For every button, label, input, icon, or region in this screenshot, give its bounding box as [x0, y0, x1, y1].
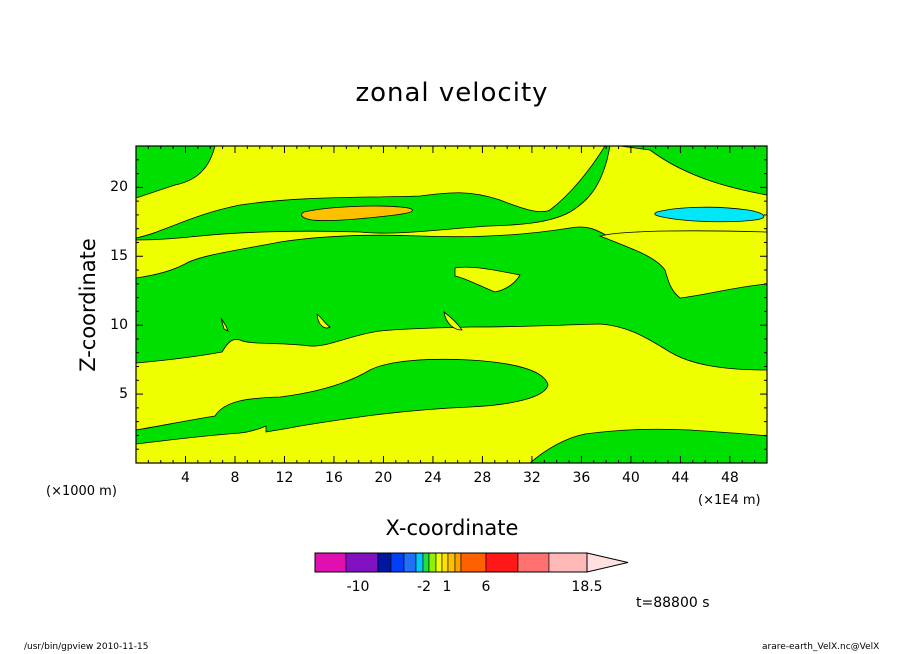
colorbar-cell	[454, 552, 462, 573]
time-label: t=88800 s	[636, 595, 710, 611]
negative-band-upper	[136, 146, 767, 241]
colorbar	[314, 552, 629, 573]
negative-region-bottom-right	[529, 428, 767, 463]
x-tick-label: 36	[572, 470, 591, 486]
colorbar-label: 1	[442, 579, 452, 595]
negative-region-top-left	[136, 146, 216, 199]
x-unit-left: (×1000 m)	[46, 484, 117, 499]
colorbar-cell	[517, 552, 550, 573]
x-tick-label: 12	[275, 470, 294, 486]
colorbar-cell	[390, 552, 405, 573]
colorbar-cell	[447, 552, 456, 573]
footer-right: arare-earth_VelX.nc@VelX	[762, 642, 880, 652]
y-tick-label: 5	[119, 386, 128, 403]
colorbar-cell	[403, 552, 417, 573]
negative-band-lower	[136, 358, 549, 445]
footer-left: /usr/bin/gpview 2010-11-15	[24, 642, 149, 652]
x-tick-label: 40	[621, 470, 640, 486]
x-tick-label: 4	[181, 470, 190, 486]
positive-islet-3	[220, 317, 229, 332]
orange-maximum	[301, 205, 413, 221]
x-tick-label: 24	[424, 470, 442, 486]
colorbar-cell	[548, 552, 588, 573]
colorbar-label: 6	[481, 579, 491, 595]
colorbar-cell	[460, 552, 487, 573]
positive-islet-2	[443, 311, 463, 331]
positive-islet-1	[316, 313, 331, 329]
colorbar-cell	[441, 552, 449, 573]
colorbar-extension-arrow	[586, 552, 629, 573]
x-tick-label: 28	[473, 470, 492, 486]
x-tick-label: 8	[230, 470, 240, 486]
positive-island-right	[598, 230, 767, 299]
x-axis-label: X-coordinate	[385, 516, 519, 540]
x-tick-label: 44	[671, 470, 690, 486]
x-tick-label: 20	[374, 470, 393, 486]
x-tick-label: 32	[522, 470, 541, 486]
y-tick-label: 15	[110, 248, 128, 265]
colorbar-cell	[422, 552, 430, 573]
colorbar-cell	[415, 552, 424, 573]
colorbar-label: 18.5	[571, 579, 603, 595]
colorbar-label: -10	[346, 579, 370, 595]
contour-field	[136, 146, 767, 463]
plot-frame	[135, 145, 768, 464]
colorbar-label: -2	[417, 579, 431, 595]
y-tick-label: 10	[110, 317, 128, 334]
colorbar-cell	[485, 552, 519, 573]
colorbar-cell	[377, 552, 392, 573]
axis-ticks	[136, 146, 767, 463]
colorbar-cell	[314, 552, 347, 573]
colorbar-cell	[345, 552, 379, 573]
x-tick-label: 48	[720, 470, 739, 486]
cyan-minimum	[654, 206, 765, 223]
colorbar-cell	[435, 552, 443, 573]
x-tick-label: 16	[325, 470, 343, 486]
chart-title: zonal velocity	[355, 78, 549, 108]
negative-band-wide	[136, 226, 767, 371]
positive-island-center	[454, 266, 521, 293]
x-unit-right: (×1E4 m)	[698, 493, 761, 508]
colorbar-cell	[428, 552, 437, 573]
y-tick-label: 20	[110, 179, 128, 196]
